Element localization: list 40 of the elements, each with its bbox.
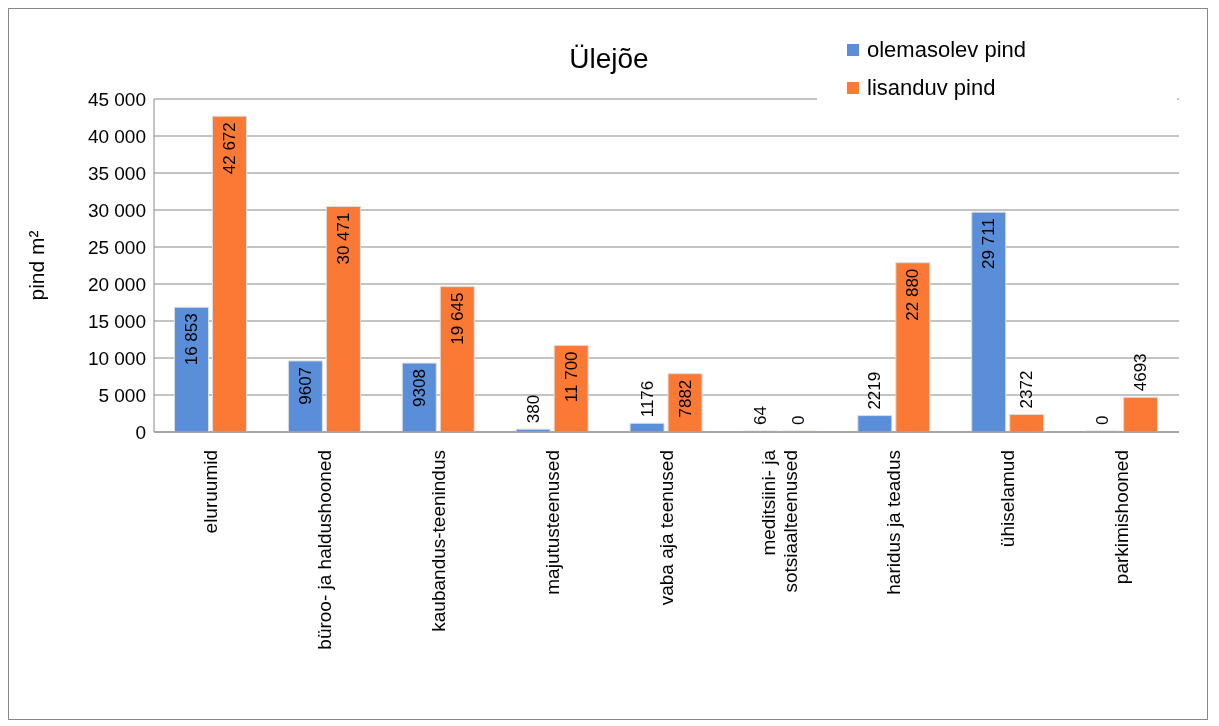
x-tick-label: majutusteenused (541, 450, 563, 595)
y-tick-label: 0 (135, 421, 146, 443)
data-label: 22 880 (903, 268, 923, 321)
data-label: 0 (1093, 415, 1113, 425)
data-label: 380 (523, 394, 543, 424)
y-tick-label: 15 000 (87, 310, 146, 332)
legend-label: olemasolev pind (867, 37, 1026, 63)
data-label: 19 645 (447, 292, 467, 345)
data-label: 2372 (1017, 370, 1037, 409)
data-label: 9308 (409, 369, 429, 407)
data-label: 0 (789, 415, 809, 425)
data-label: 30 471 (333, 212, 353, 265)
y-tick-label: 35 000 (87, 162, 146, 184)
x-tick-label: büroo- ja haldushooned (313, 450, 335, 650)
y-tick-label: 30 000 (87, 199, 146, 221)
data-label: 1176 (637, 380, 657, 418)
y-axis-title: pind m² (25, 230, 49, 301)
x-tick-label: kaubandus-teenindus (427, 450, 449, 632)
data-label: 2219 (865, 371, 885, 410)
data-label: 9607 (295, 366, 315, 405)
data-label: 16 853 (182, 313, 201, 366)
x-tick-label: parkimishooned (1111, 450, 1133, 585)
x-tick-label: haridus ja teadus (883, 450, 905, 595)
data-label: 11 700 (561, 351, 581, 403)
y-tick-label: 25 000 (87, 236, 146, 258)
y-tick-label: 20 000 (87, 273, 146, 295)
legend-label: lisanduv pind (867, 75, 996, 101)
data-label: 64 (751, 406, 771, 425)
data-label: 42 672 (220, 122, 239, 175)
x-tick-label: ühiselamud (997, 450, 1019, 548)
y-tick-label: 40 000 (87, 125, 146, 147)
y-tick-label: 10 000 (87, 347, 146, 369)
y-tick-label: 45 000 (87, 88, 146, 110)
x-tick-label: eluruumid (199, 450, 221, 534)
y-tick-label: 5 000 (98, 384, 146, 406)
data-label: 7882 (675, 379, 695, 418)
data-label: 29 711 (979, 218, 999, 269)
chart-title: Ülejõe (569, 43, 649, 74)
data-label: 4693 (1131, 353, 1151, 392)
x-tick-label: vaba aja teenused (655, 450, 677, 606)
